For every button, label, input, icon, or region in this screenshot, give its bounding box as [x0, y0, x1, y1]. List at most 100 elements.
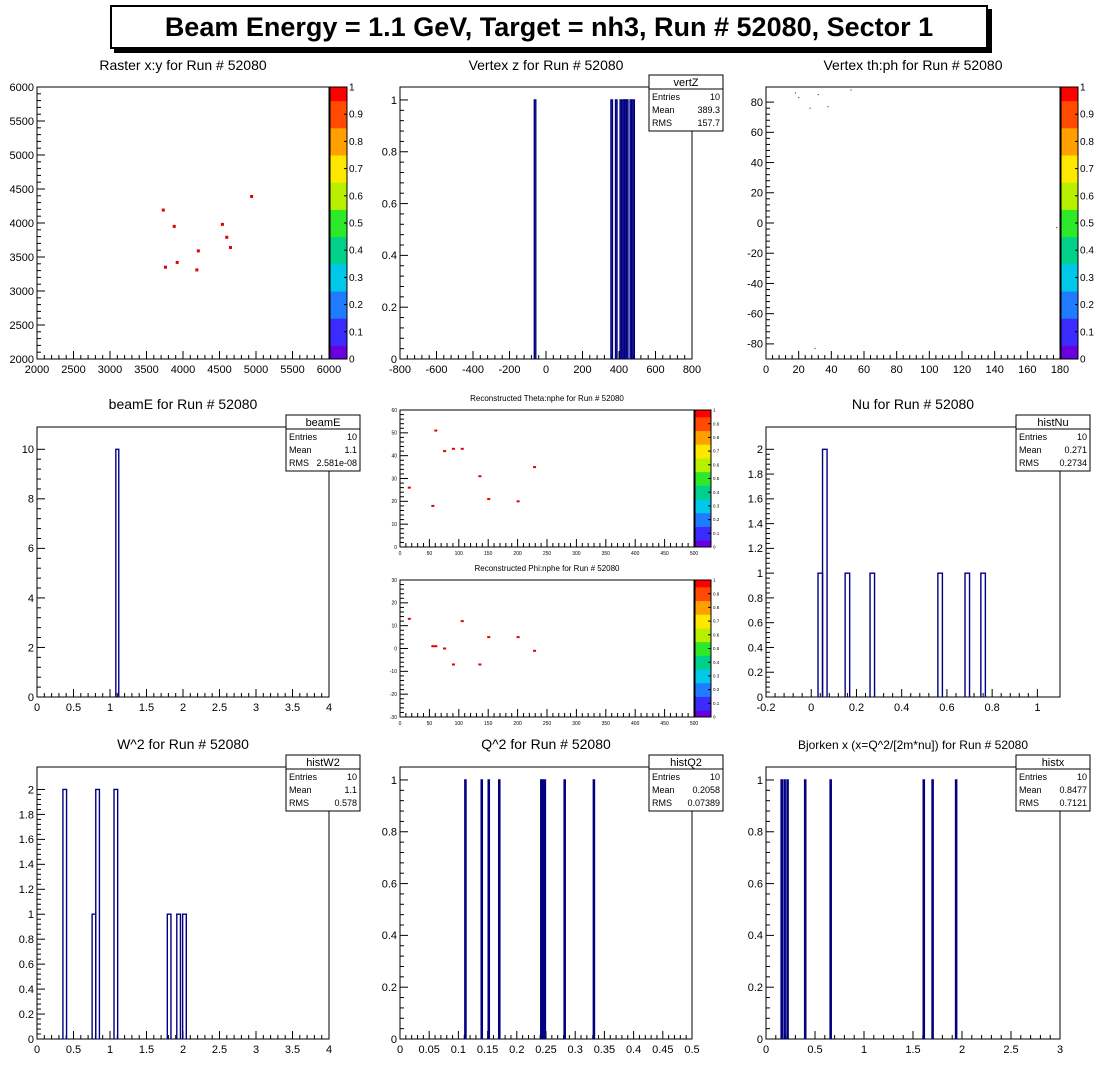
histogram-bin [821, 448, 828, 697]
y-tick-label: 1 [757, 568, 763, 580]
palette-segment [330, 291, 347, 306]
y-tick-label: 4 [28, 593, 34, 605]
x-tick-label: 1.5 [139, 1044, 154, 1056]
histogram-bin [780, 779, 783, 1039]
data-point [817, 93, 819, 96]
x-tick-label: 5000 [244, 364, 268, 376]
palette-segment [330, 209, 347, 224]
palette-tick-label: 0.1 [713, 531, 720, 536]
stats-value: 157.7 [697, 118, 720, 128]
stats-key: Mean [289, 785, 312, 795]
palette-tick-label: 0 [713, 715, 716, 720]
x-tick-label: 160 [1018, 364, 1036, 376]
palette-segment [695, 478, 711, 486]
stats-histogram-name: histNu [1037, 417, 1068, 429]
data-point [172, 224, 176, 228]
y-tick-label: 20 [391, 601, 397, 607]
palette-segment [695, 675, 711, 684]
y-tick-label: 2 [757, 444, 763, 456]
x-tick-label: 1 [1034, 702, 1040, 714]
x-tick-label: 0.25 [535, 1044, 556, 1056]
x-tick-label: 50 [427, 551, 433, 557]
chart-title: Nu for Run # 52080 [852, 396, 974, 412]
x-tick-label: 0.05 [418, 1044, 439, 1056]
x-tick-label: 4000 [171, 364, 195, 376]
panel-phinphe: Reconstructed Phi:nphe for Run # 52080 0 5… [390, 564, 720, 727]
palette-segment [330, 87, 347, 102]
palette-segment [330, 331, 347, 346]
y-tick-label: 2000 [10, 354, 34, 366]
palette-tick-label: 0 [349, 355, 355, 366]
palette-tick-label: 0.8 [713, 605, 720, 610]
y-tick-label: 1.8 [19, 809, 34, 821]
stats-key: Entries [652, 92, 681, 102]
stats-key: RMS [652, 118, 672, 128]
stats-key: Mean [289, 445, 312, 455]
y-tick-label: 5500 [10, 116, 34, 128]
histogram-bin [625, 99, 629, 359]
panel-vertz: Vertex z for Run # 52080 -800 -600 -400 -200… [382, 57, 724, 376]
palette-segment [695, 464, 711, 473]
palette-segment [695, 457, 711, 466]
histogram-bin [954, 779, 958, 1039]
stats-histogram-name: histQ2 [670, 757, 702, 769]
palette-segment [1061, 345, 1078, 360]
y-tick-label: 6 [28, 543, 34, 555]
x-tick-label: 0.5 [807, 1044, 822, 1056]
x-tick-label: 3500 [134, 364, 158, 376]
palette-tick-label: 0.5 [713, 646, 720, 651]
panel-thetanphe: Reconstructed Theta:nphe for Run # 52080… [391, 394, 719, 557]
palette-segment [695, 586, 711, 595]
data-point [798, 96, 800, 99]
palette-tick-label: 0.1 [713, 701, 720, 706]
y-tick-label: -10 [390, 669, 397, 675]
palette-tick-label: 0.6 [713, 632, 720, 637]
x-tick-label: 350 [602, 551, 611, 557]
palette-tick-label: 0.6 [1080, 191, 1094, 202]
x-tick-label: 1 [861, 1044, 867, 1056]
x-tick-label: 150 [484, 721, 493, 727]
histogram-bin [563, 779, 566, 1039]
palette-tick-label: 0.9 [1080, 110, 1094, 121]
histogram-bin [487, 779, 491, 1039]
x-tick-label: 300 [572, 721, 581, 727]
palette-tick-label: 0.2 [1080, 300, 1094, 311]
stats-key: RMS [652, 798, 672, 808]
histogram-bin [869, 572, 876, 697]
histogram-bin [629, 99, 633, 359]
panel-bjx: Bjorken x (x=Q^2/[2m*nu]) for Run # 5208… [748, 738, 1091, 1056]
data-point [460, 447, 464, 450]
y-tick-label: 6000 [10, 82, 34, 94]
panel-beamE: beamE for Run # 52080 0 0.5 1 1.5 2 2.5 3 3.5 4 0 2… [22, 396, 361, 714]
stats-value: 389.3 [697, 105, 720, 115]
x-tick-label: 3.5 [285, 702, 300, 714]
y-tick-label: 0.6 [748, 618, 763, 630]
palette-segment [695, 669, 711, 677]
x-tick-label: 100 [920, 364, 938, 376]
data-point [175, 260, 179, 264]
y-tick-label: 60 [751, 127, 763, 139]
palette-segment [695, 607, 711, 615]
x-tick-label: 0 [34, 1044, 40, 1056]
stats-value: 0.2058 [692, 785, 720, 795]
palette-tick-label: 0.6 [713, 462, 720, 467]
x-tick-label: 2.5 [212, 1044, 227, 1056]
palette-segment [695, 710, 711, 718]
palette-tick-label: 0.3 [713, 673, 720, 678]
palette-segment [695, 614, 711, 622]
data-point [1056, 226, 1058, 229]
palette-segment [1061, 209, 1078, 224]
x-tick-label: 0.8 [985, 702, 1000, 714]
y-tick-label: 0.2 [748, 982, 763, 994]
data-point [827, 106, 829, 108]
y-tick-label: 0.2 [382, 982, 397, 994]
x-tick-label: 200 [513, 551, 522, 557]
x-tick-label: 0.1 [451, 1044, 466, 1056]
x-tick-label: 2000 [25, 364, 49, 376]
x-tick-label: 0.5 [684, 1044, 699, 1056]
color-palette: 0 0.1 0.2 0.3 0.4 0.5 0.6 0.7 0.8 0.9 1 [329, 83, 363, 366]
x-tick-label: 150 [484, 551, 493, 557]
x-tick-label: 1.5 [905, 1044, 920, 1056]
stats-box: histx Entries 10 Mean 0.8477 RMS 0.7121 [1015, 754, 1091, 812]
palette-segment [695, 689, 711, 697]
